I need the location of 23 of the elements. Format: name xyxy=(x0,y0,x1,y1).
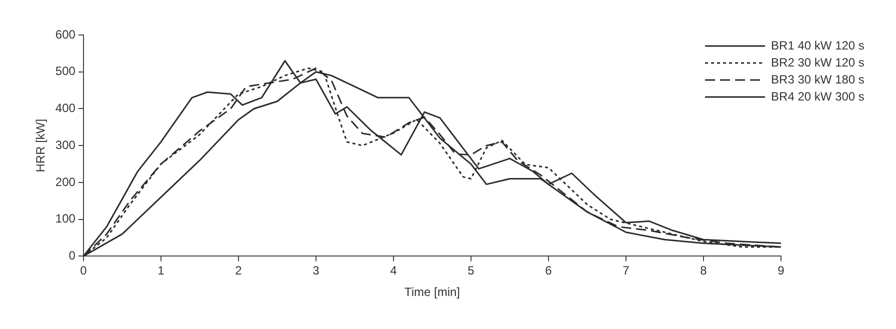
y-tick-label: 400 xyxy=(55,101,76,116)
y-tick-label: 100 xyxy=(55,212,76,226)
y-tick-label: 0 xyxy=(68,248,76,263)
legend-label: BR3 30 kW 180 s xyxy=(771,72,864,86)
x-tick-label: 9 xyxy=(778,264,785,278)
x-tick-label: 6 xyxy=(545,264,552,278)
x-tick-label: 1 xyxy=(158,264,165,278)
x-tick-label: 3 xyxy=(312,264,320,278)
y-tick-label: 200 xyxy=(55,174,76,189)
x-tick-label: 8 xyxy=(700,264,708,278)
y-axis-title: HRR [kW] xyxy=(34,118,48,172)
y-tick-label: 600 xyxy=(55,27,76,42)
x-tick-label: 7 xyxy=(622,264,630,278)
legend-label: BR4 20 kW 300 s xyxy=(771,89,864,104)
x-tick-label: 2 xyxy=(235,264,242,278)
y-tick-label: 500 xyxy=(55,64,76,78)
x-axis-title: Time [min] xyxy=(404,285,460,300)
x-tick-label: 5 xyxy=(468,264,475,278)
y-tick-label: 300 xyxy=(55,138,76,152)
x-tick-label: 0 xyxy=(80,264,88,278)
legend-label: BR2 30 kW 120 s xyxy=(771,55,864,70)
legend-label: BR1 40 kW 120 s xyxy=(771,38,864,52)
x-tick-label: 4 xyxy=(390,264,398,278)
